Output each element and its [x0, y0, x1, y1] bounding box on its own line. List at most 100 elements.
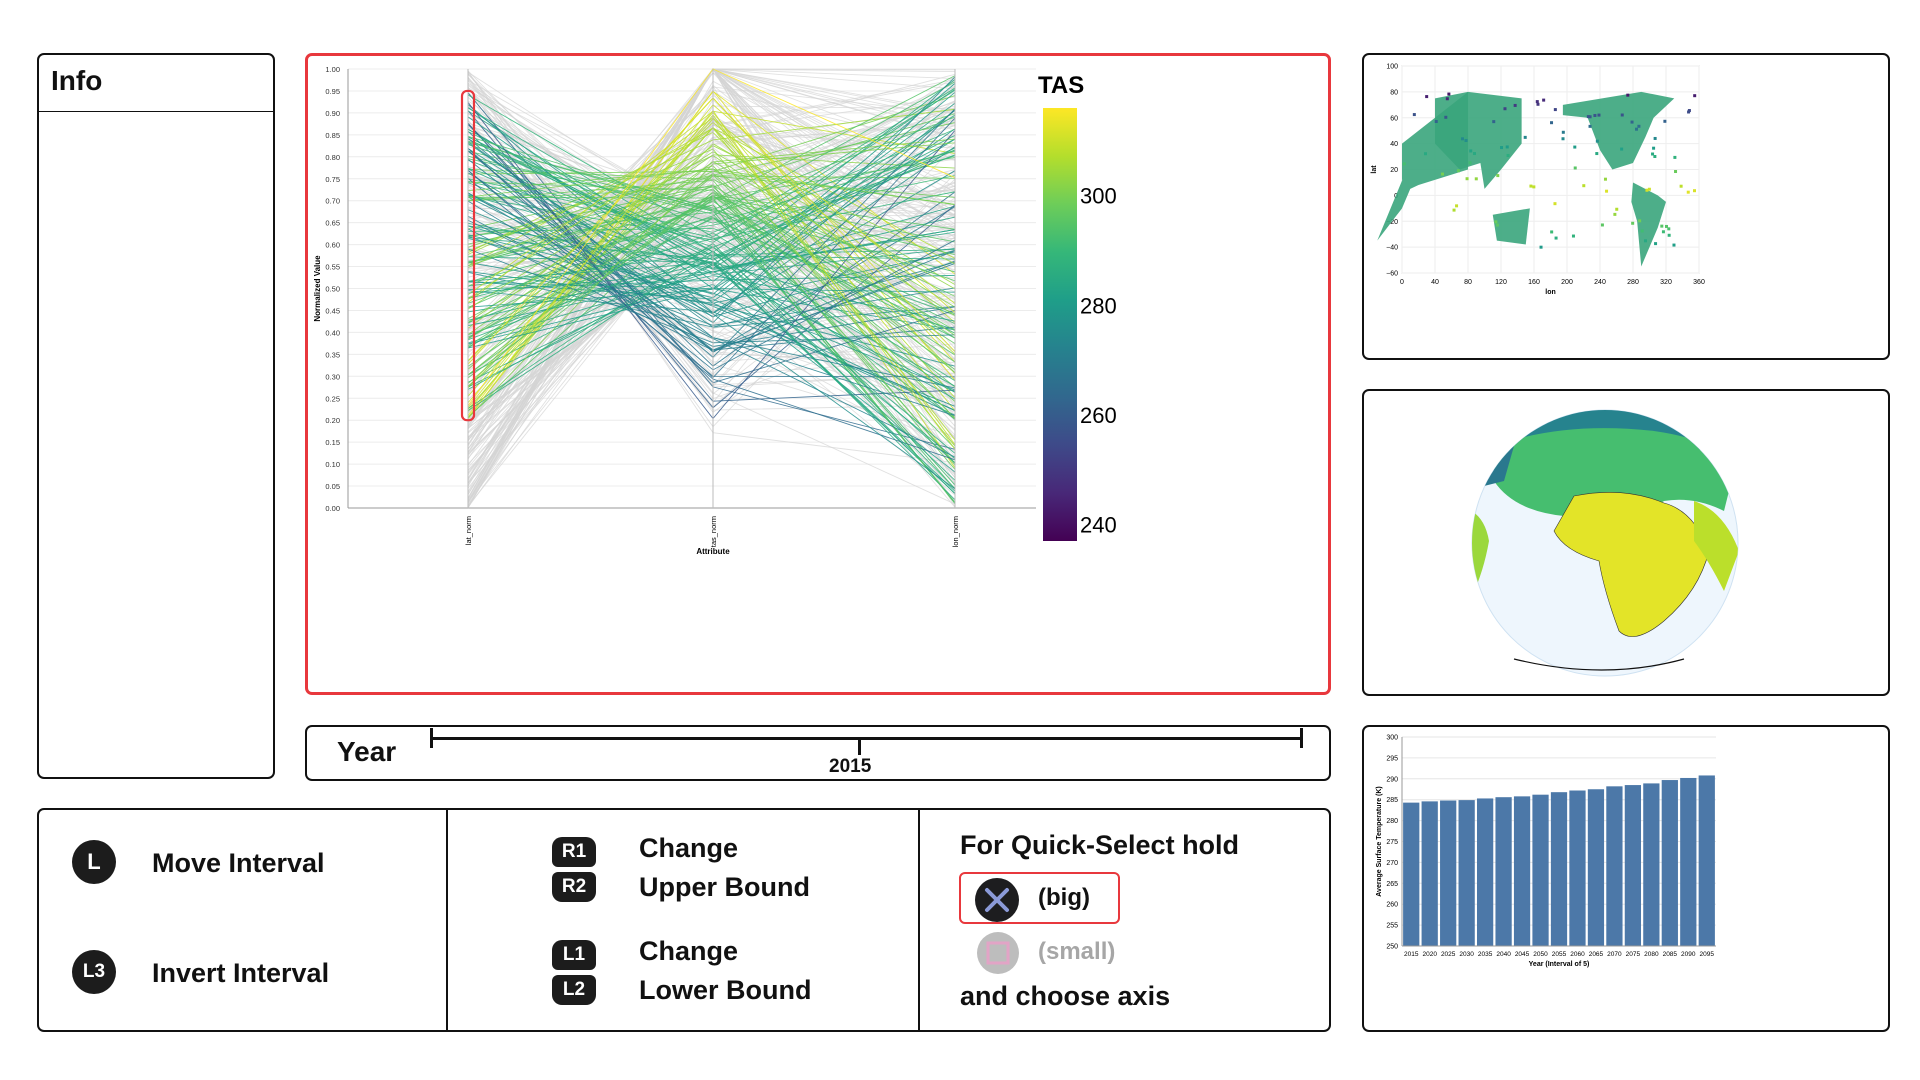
map-cell [1561, 130, 1565, 134]
map-cell [1586, 115, 1590, 119]
y-tick-label: 0.20 [325, 416, 340, 425]
bar-2030 [1458, 800, 1475, 946]
map-x-label: lon [1545, 289, 1556, 296]
map-cell [1588, 115, 1592, 119]
colorbar-tick-label: 240 [1080, 513, 1117, 538]
y-tick-label: 0.80 [325, 153, 340, 162]
map-cell [1539, 245, 1543, 249]
y-tick-label: 0.35 [325, 350, 340, 359]
temperature-bar-chart-panel: 300 295 290 285 280 275 270 265 260 255 250 2015 202… [1362, 725, 1890, 1032]
map-cell [1452, 208, 1456, 212]
map-cell [1532, 185, 1536, 189]
map-cell [1667, 233, 1671, 237]
map-y-label: lat [1371, 165, 1378, 174]
map-cell [1667, 227, 1671, 231]
bar-x-tick: 2040 [1496, 951, 1511, 958]
map-cell [1550, 121, 1554, 125]
year-slider-handle[interactable] [858, 739, 861, 755]
bar-y-tick: 275 [1386, 839, 1398, 846]
map-cell [1496, 174, 1500, 178]
globe-map[interactable] [1364, 391, 1888, 694]
y-tick-label: 0.30 [325, 372, 340, 381]
map-cell [1505, 145, 1509, 149]
south-america-shape [1631, 182, 1666, 267]
lat-brush-selection[interactable] [460, 89, 476, 422]
map-x-tick: 200 [1561, 279, 1573, 286]
bar-2075 [1624, 785, 1642, 946]
controls-divider [918, 810, 920, 1030]
bar-x-tick: 2090 [1681, 951, 1696, 958]
map-cell [1595, 139, 1599, 143]
bar-x-label: Year (Interval of 5) [1529, 961, 1590, 968]
map-cell [1620, 113, 1624, 117]
axis-label-tas_norm: tas_norm [709, 516, 718, 547]
bar-x-tick: 2075 [1626, 951, 1641, 958]
bar-x-tick: 2070 [1607, 951, 1622, 958]
africa-shape [1553, 492, 1710, 637]
y-tick-label: 0.60 [325, 241, 340, 250]
axis-label-lat_norm: lat_norm [464, 516, 473, 545]
map-cell [1653, 136, 1657, 140]
map-cell [1474, 177, 1478, 181]
bar-y-tick: 295 [1386, 755, 1398, 762]
map-x-tick: 40 [1431, 279, 1439, 286]
map-cell [1472, 152, 1476, 156]
map-cell [1523, 135, 1527, 139]
y-tick-label: 0.85 [325, 131, 340, 140]
bar-2050 [1532, 794, 1549, 946]
parallel-coordinates-plot[interactable]: 0.00 0.05 0.10 0.15 0.20 0.25 0.30 0.35 0.40 0.45… [308, 56, 1327, 691]
map-y-tick: 80 [1390, 89, 1398, 96]
quick-select-heading: For Quick-Select hold [960, 830, 1240, 860]
y-axis-title: Normalized Value [313, 255, 322, 322]
year-slider-track[interactable] [430, 737, 1300, 740]
map-cell [1686, 190, 1690, 194]
map-cell [1425, 95, 1429, 99]
map-x-tick: 240 [1594, 279, 1606, 286]
invert-interval-label: Invert Interval [152, 958, 330, 988]
parallel-coordinates-panel[interactable]: 0.00 0.05 0.10 0.15 0.20 0.25 0.30 0.35 0.40 0.45… [305, 53, 1331, 695]
map-cell [1672, 243, 1676, 247]
map-cell [1630, 120, 1634, 124]
map-cell [1554, 236, 1558, 240]
quick-select-big-option[interactable] [959, 872, 1120, 924]
bar-2095 [1698, 775, 1715, 946]
map-cell [1455, 204, 1459, 208]
map-cell [1687, 110, 1691, 114]
map-cell [1674, 170, 1678, 174]
map-cell [1571, 234, 1575, 238]
l3-button-icon: L3 [72, 950, 116, 994]
choose-axis-label: and choose axis [960, 981, 1171, 1011]
colorbar [1043, 108, 1077, 541]
y-tick-label: 1.00 [325, 65, 340, 74]
map-y-tick: −40 [1386, 245, 1398, 252]
map-cell [1469, 149, 1473, 153]
upper-bound-line1: Change [639, 833, 739, 863]
l1-button-icon: L1 [552, 940, 596, 970]
map-cell [1631, 221, 1635, 225]
map-x-tick: 320 [1660, 279, 1672, 286]
map-cell [1663, 119, 1667, 123]
bar-2015 [1403, 802, 1420, 946]
map-cell [1651, 152, 1655, 156]
globe-panel[interactable] [1362, 389, 1890, 696]
map-cell [1664, 224, 1668, 228]
map-cell [1535, 100, 1539, 104]
bar-y-tick: 290 [1386, 776, 1398, 783]
map-cell [1553, 202, 1557, 206]
lower-bound-line2: Lower Bound [639, 975, 812, 1005]
north-america-shape [1562, 91, 1675, 170]
colorbar-title: TAS [1038, 72, 1084, 99]
map-cell [1495, 223, 1499, 227]
year-label: Year [337, 736, 397, 767]
map-cell [1692, 189, 1696, 193]
map-cell [1605, 189, 1609, 193]
map-cell [1652, 146, 1656, 150]
map-x-tick: 80 [1464, 279, 1472, 286]
map-cell [1643, 239, 1647, 243]
map-cell [1597, 113, 1601, 117]
bar-y-tick: 250 [1386, 944, 1398, 951]
map-cell [1626, 93, 1630, 97]
map-cell [1635, 127, 1639, 131]
bar-x-tick: 2025 [1441, 951, 1456, 958]
upper-bound-line2: Upper Bound [639, 872, 810, 902]
